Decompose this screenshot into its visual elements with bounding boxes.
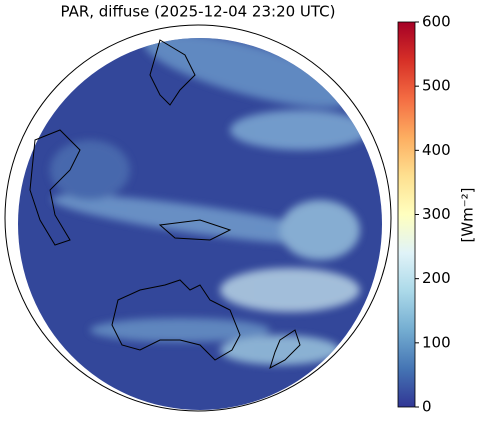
globe-outline [4,24,392,412]
colorbar-tick-label: 500 [422,77,451,95]
colorbar-tick-label: 300 [422,205,451,223]
colorbar [397,21,416,408]
colorbar-tick-label: 0 [422,398,432,416]
colorbar-tick-label: 400 [422,141,451,159]
colorbar-tick-label: 100 [422,333,451,351]
satellite-field [18,38,382,410]
colorbar-tick-label: 600 [422,13,451,31]
colorbar-tick-label: 200 [422,269,451,287]
chart-title: PAR, diffuse (2025-12-04 23:20 UTC) [60,3,335,21]
colorbar-label: [Wm⁻²] [459,187,477,242]
coastlines [29,39,301,370]
